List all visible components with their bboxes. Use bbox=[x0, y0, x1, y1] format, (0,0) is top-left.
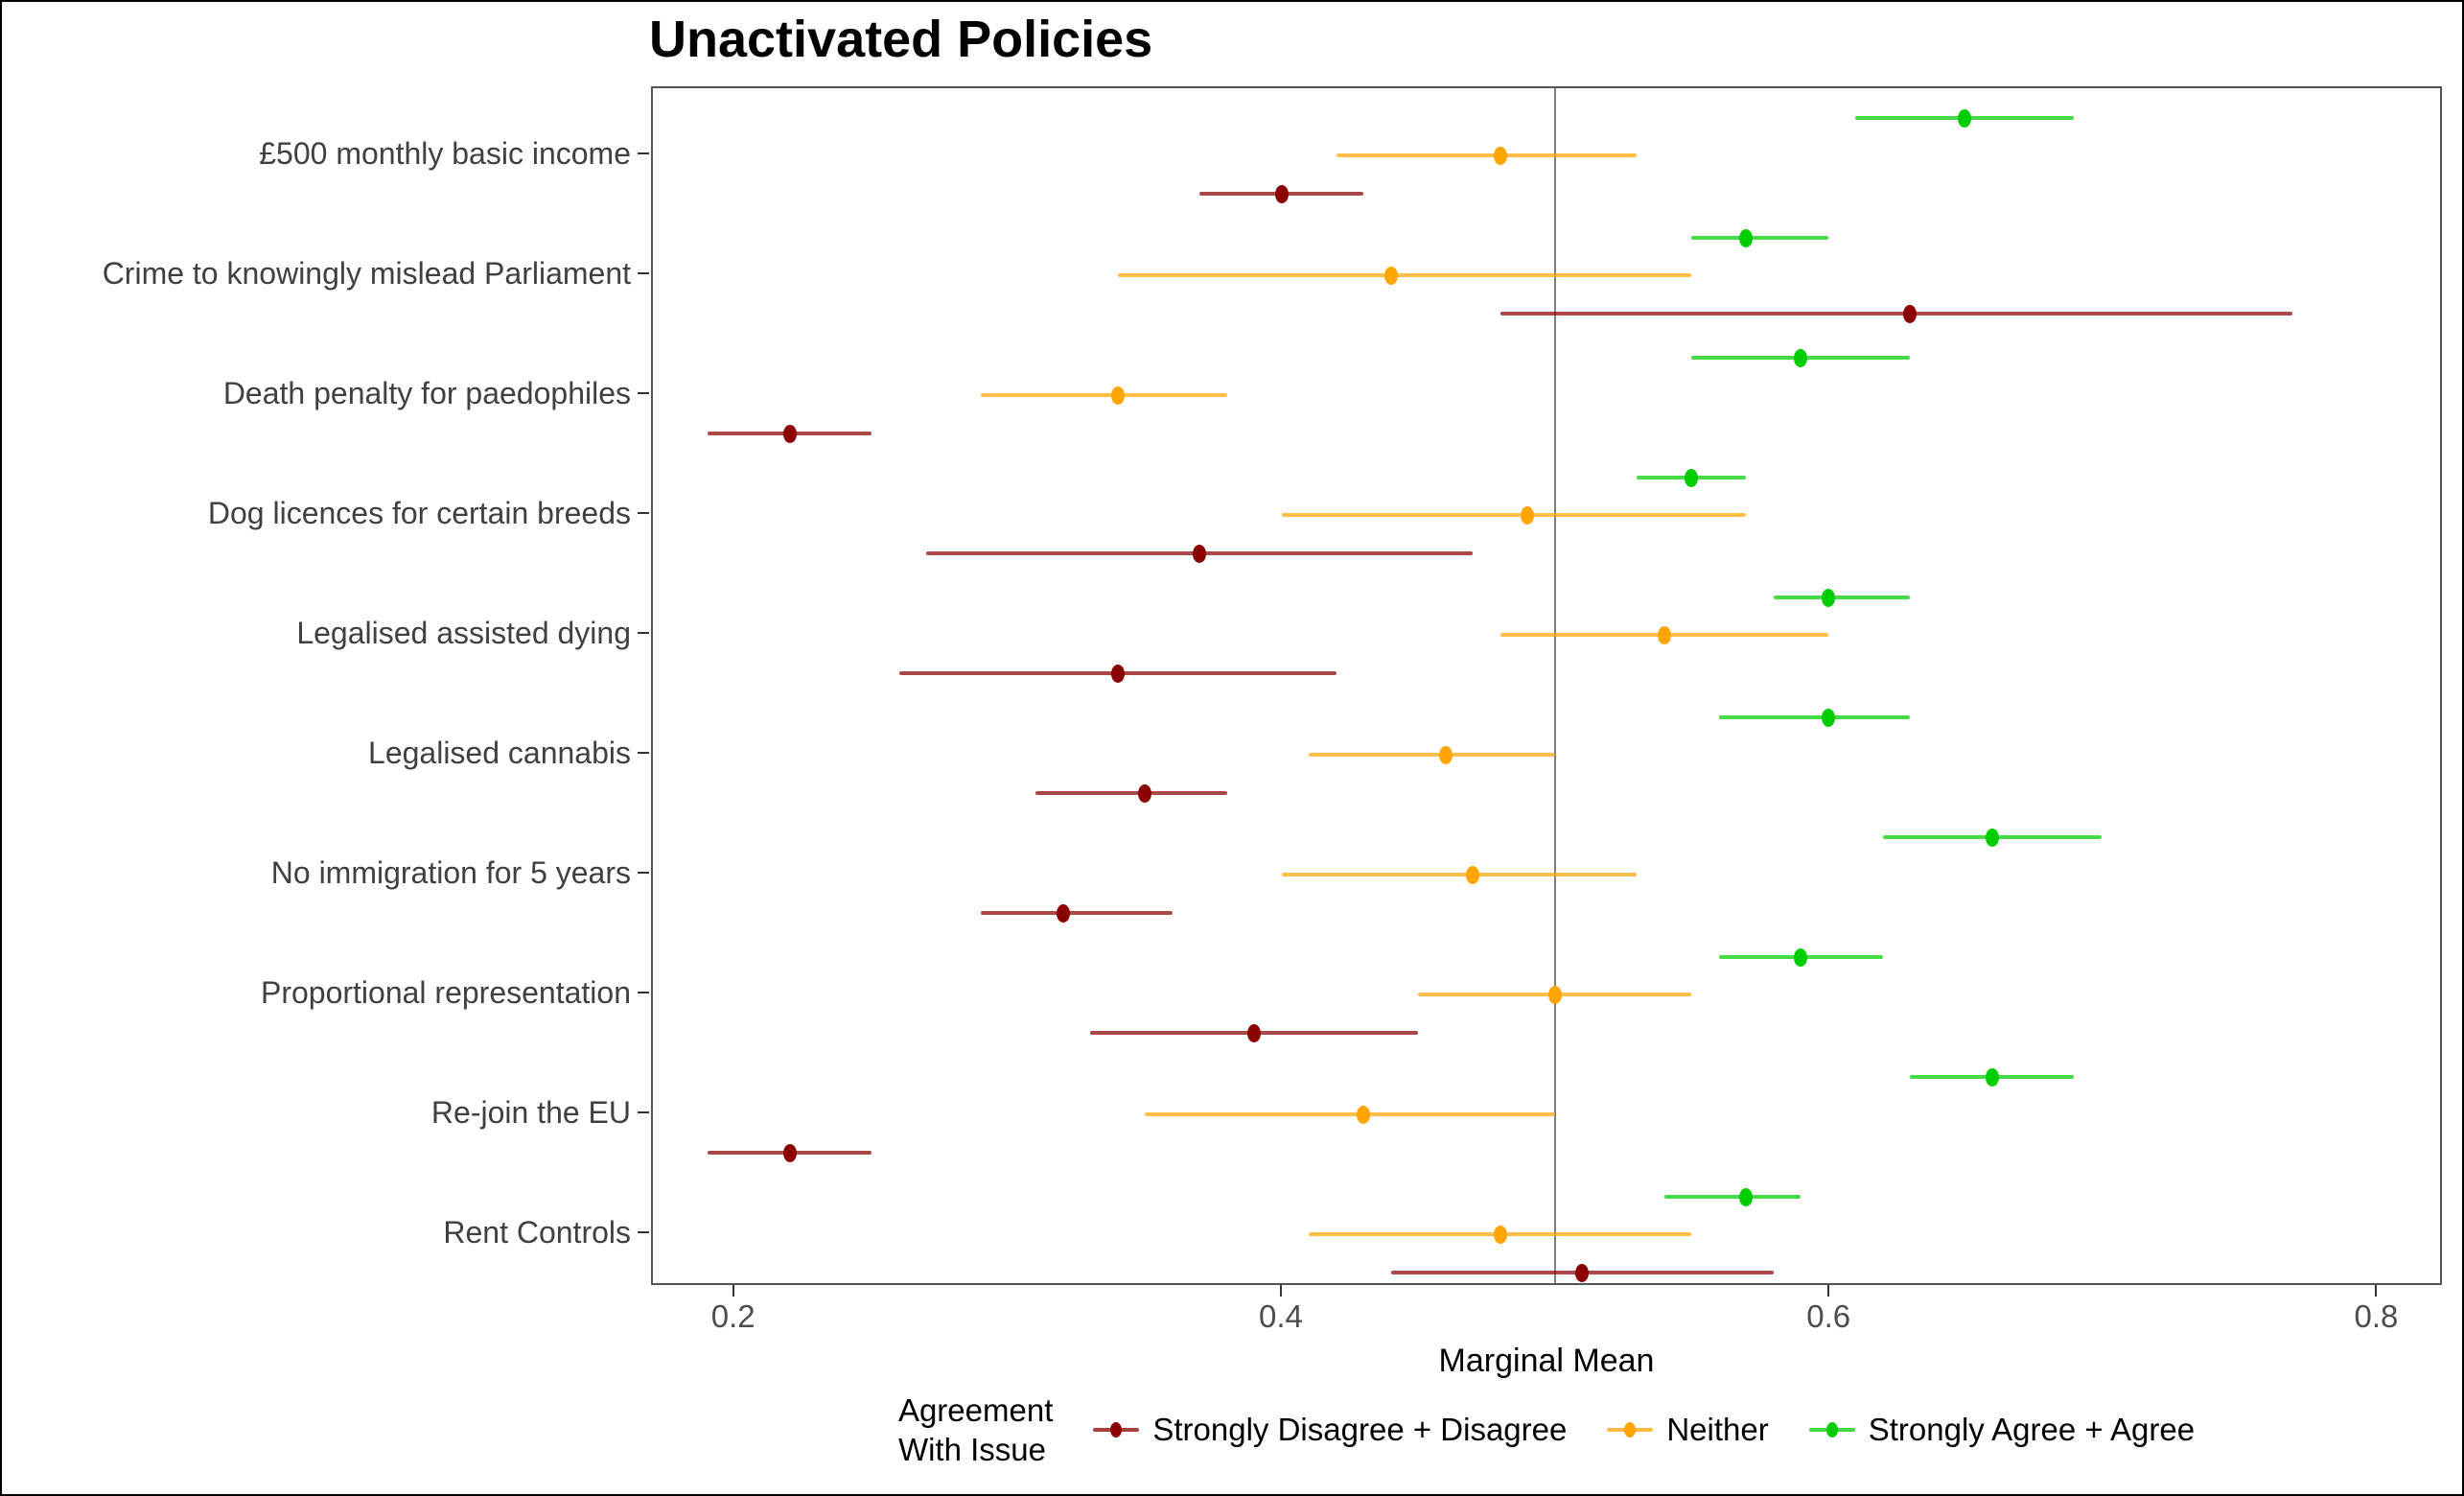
y-axis-label: Legalised assisted dying bbox=[296, 616, 631, 650]
legend-label: Strongly Agree + Agree bbox=[1868, 1412, 2196, 1447]
y-tick bbox=[638, 392, 649, 394]
ci-line-neither bbox=[1336, 153, 1638, 157]
ci-line-agree bbox=[1663, 1195, 1802, 1200]
legend-label: Neither bbox=[1666, 1412, 1769, 1447]
point-estimate-disagree bbox=[1247, 1023, 1262, 1042]
ci-line-neither bbox=[1281, 873, 1638, 877]
x-tick bbox=[1827, 1285, 1830, 1297]
y-axis-label: £500 monthly basic income bbox=[259, 136, 631, 171]
legend-key-icon bbox=[1607, 1419, 1654, 1440]
point-estimate-neither bbox=[1521, 505, 1535, 525]
ci-line-neither bbox=[1309, 753, 1555, 757]
legend-title-line1: Agreement bbox=[897, 1392, 1054, 1428]
point-estimate-agree bbox=[1985, 1067, 1999, 1087]
y-axis-label: Crime to knowingly mislead Parliament bbox=[102, 256, 631, 291]
point-estimate-neither bbox=[1657, 625, 1671, 644]
point-estimate-disagree bbox=[1110, 664, 1125, 683]
y-axis-label: Proportional representation bbox=[260, 975, 631, 1010]
y-axis-label: No immigration for 5 years bbox=[270, 855, 631, 890]
point-estimate-disagree bbox=[782, 1143, 797, 1162]
point-estimate-disagree bbox=[1274, 184, 1289, 203]
point-estimate-neither bbox=[1466, 865, 1480, 884]
plot-panel bbox=[651, 86, 2442, 1285]
y-tick bbox=[638, 152, 649, 154]
y-tick bbox=[638, 1111, 649, 1113]
y-tick bbox=[638, 752, 649, 754]
y-axis-label: Re-join the EU bbox=[430, 1095, 631, 1130]
ci-line-disagree bbox=[1035, 791, 1227, 795]
point-estimate-agree bbox=[1685, 468, 1699, 487]
y-axis-label: Death penalty for paedophiles bbox=[222, 376, 631, 410]
legend-item: Neither bbox=[1607, 1412, 1769, 1448]
legend-title: Agreement With Issue bbox=[898, 1391, 1053, 1469]
y-tick bbox=[638, 272, 649, 274]
x-tick-label: 0.6 bbox=[1806, 1298, 1851, 1334]
legend-item: Strongly Agree + Agree bbox=[1808, 1412, 2196, 1448]
point-estimate-disagree bbox=[1056, 903, 1070, 923]
ci-line-disagree bbox=[1499, 312, 2293, 316]
point-estimate-agree bbox=[1821, 708, 1835, 727]
x-tick-label: 0.8 bbox=[2354, 1298, 2399, 1334]
y-tick bbox=[638, 632, 649, 634]
point-estimate-disagree bbox=[1193, 544, 1207, 563]
point-estimate-disagree bbox=[1903, 304, 1918, 323]
point-estimate-agree bbox=[1794, 947, 1808, 967]
ci-line-agree bbox=[1773, 596, 1911, 600]
y-axis-label: Dog licences for certain breeds bbox=[207, 496, 631, 530]
point-estimate-neither bbox=[1383, 266, 1398, 285]
y-tick bbox=[638, 1231, 649, 1233]
x-tick bbox=[2375, 1285, 2378, 1297]
legend-key-icon bbox=[1093, 1419, 1140, 1440]
point-estimate-agree bbox=[1958, 108, 1972, 128]
legend-key-icon bbox=[1808, 1419, 1855, 1440]
ci-line-neither bbox=[1117, 273, 1692, 277]
ci-line-neither bbox=[1281, 513, 1747, 517]
point-estimate-neither bbox=[1493, 1225, 1507, 1244]
point-estimate-agree bbox=[1821, 588, 1835, 607]
legend: Agreement With Issue Strongly Disagree +… bbox=[651, 1391, 2442, 1469]
reference-line-0_5 bbox=[1553, 88, 1556, 1283]
point-estimate-agree bbox=[1739, 228, 1754, 247]
point-estimate-neither bbox=[1493, 146, 1507, 165]
point-estimate-disagree bbox=[1138, 783, 1152, 803]
ci-line-neither bbox=[981, 393, 1227, 397]
point-estimate-neither bbox=[1547, 985, 1562, 1004]
ci-line-neither bbox=[1145, 1112, 1555, 1116]
ci-line-agree bbox=[1718, 715, 1911, 720]
x-axis-title: Marginal Mean bbox=[1438, 1343, 1655, 1379]
point-estimate-disagree bbox=[1575, 1263, 1590, 1282]
point-estimate-neither bbox=[1110, 386, 1125, 405]
y-axis-label: Rent Controls bbox=[443, 1215, 631, 1250]
x-tick bbox=[1279, 1285, 1282, 1297]
y-tick bbox=[638, 872, 649, 874]
legend-label: Strongly Disagree + Disagree bbox=[1152, 1412, 1568, 1447]
point-estimate-disagree bbox=[782, 424, 797, 443]
legend-item: Strongly Disagree + Disagree bbox=[1093, 1412, 1567, 1448]
chart-title: Unactivated Policies bbox=[649, 11, 1153, 68]
point-estimate-agree bbox=[1739, 1187, 1754, 1206]
y-tick bbox=[638, 992, 649, 993]
ci-line-disagree bbox=[981, 911, 1173, 915]
point-estimate-neither bbox=[1357, 1105, 1371, 1124]
point-estimate-agree bbox=[1794, 348, 1808, 367]
x-tick-label: 0.2 bbox=[710, 1298, 755, 1334]
legend-title-line2: With Issue bbox=[897, 1432, 1046, 1467]
x-tick-label: 0.4 bbox=[1259, 1298, 1303, 1334]
y-axis-label: Legalised cannabis bbox=[368, 736, 631, 770]
point-estimate-neither bbox=[1438, 745, 1453, 764]
x-tick bbox=[732, 1285, 734, 1297]
ci-line-agree bbox=[1691, 236, 1828, 241]
point-estimate-agree bbox=[1985, 828, 1999, 847]
y-tick bbox=[638, 512, 649, 514]
